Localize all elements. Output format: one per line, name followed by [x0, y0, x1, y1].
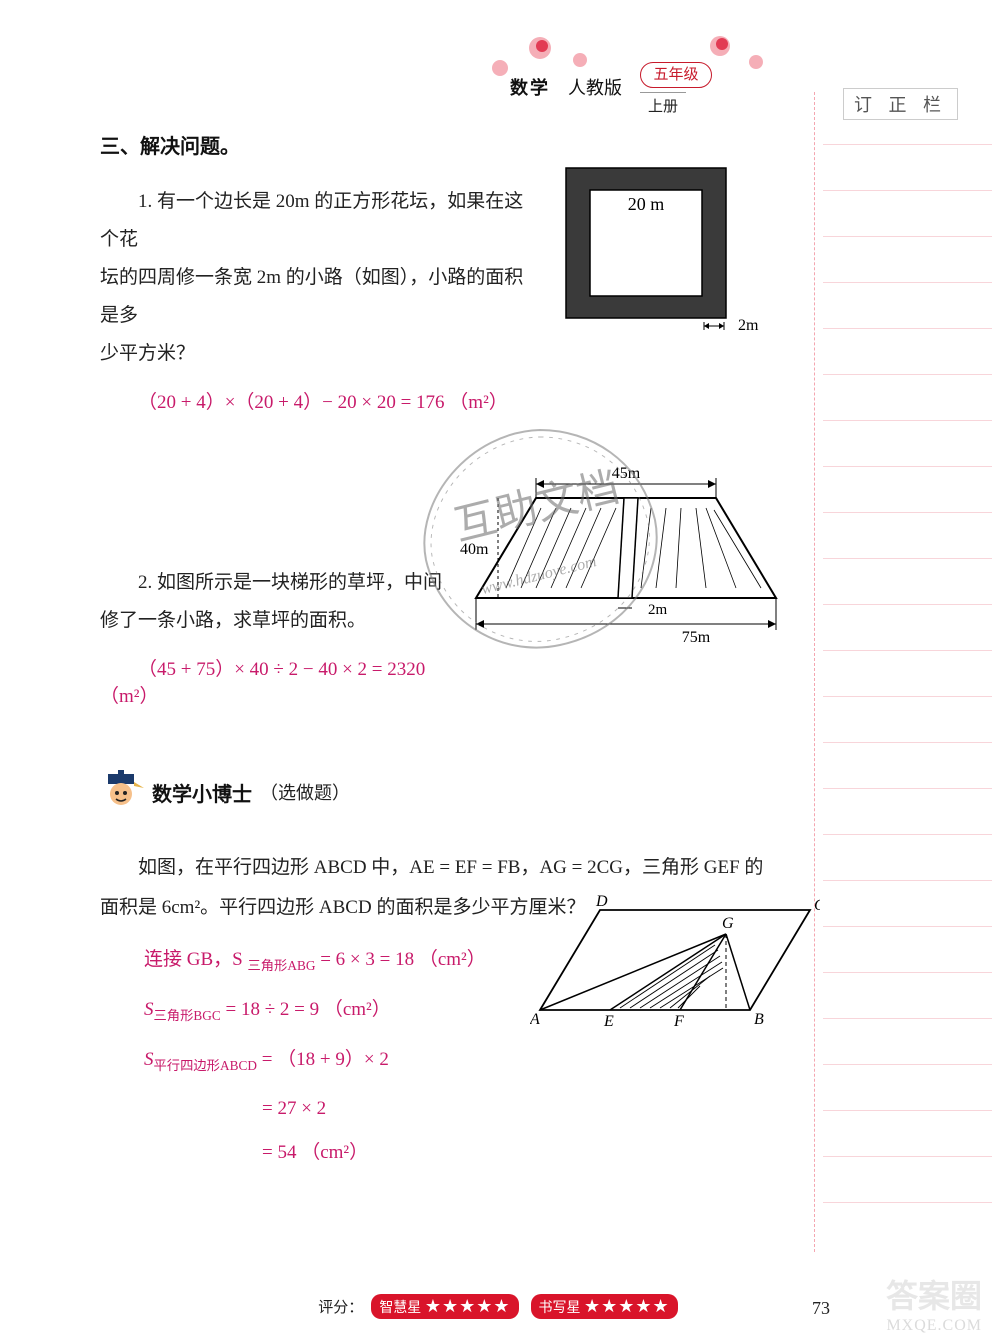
- rating-label: 评分：: [318, 1300, 363, 1316]
- correction-column: 订 正 栏: [814, 92, 964, 1252]
- q1-line2: 坛的四周修一条宽 2m 的小路（如图），小路的面积是多: [100, 259, 540, 335]
- svg-text:www.hdzuoye.com: www.hdzuoye.com: [480, 553, 599, 598]
- svg-text:F: F: [673, 1013, 684, 1030]
- ans-l4: = 27 × 2: [144, 1087, 800, 1131]
- problem-1: 1. 有一个边长是 20m 的正方形花坛，如果在这个花 坛的四周修一条宽 2m …: [100, 183, 540, 414]
- svg-text:75m: 75m: [682, 629, 711, 646]
- svg-text:C: C: [814, 897, 820, 914]
- grade-badge: 五年级: [640, 62, 712, 88]
- brand-watermark: 答案圈 MXQE.COM: [886, 1271, 982, 1335]
- footer: 评分： 智慧星 ★★★★★ 书写星 ★★★★★: [0, 1294, 1000, 1319]
- problem-2: 2. 如图所示是一块梯形的草坪，中间 修了一条小路，求草坪的面积。 （45 + …: [100, 564, 460, 708]
- q2-answer: （45 + 75）× 40 ÷ 2 − 40 × 2 = 2320（m²）: [100, 654, 460, 708]
- bonus-title: 数学小博士: [152, 778, 252, 807]
- watermark-stamp: 互助文档 www.hdzuoye.com: [410, 420, 670, 660]
- bonus-l1: 如图，在平行四边形 ABCD 中，AE = EF = FB，AG = 2CG，三…: [100, 848, 800, 888]
- figure-parallelogram: D C A B E F G: [530, 890, 820, 1040]
- edition-label: 人教版: [568, 74, 622, 100]
- q1-line3: 少平方米？: [100, 335, 540, 373]
- q2-line1: 2. 如图所示是一块梯形的草坪，中间: [100, 564, 460, 602]
- ans-l5: = 54 （cm²）: [144, 1131, 800, 1175]
- ans-l3: S平行四边形ABCD = （18 + 9）× 2: [144, 1038, 800, 1088]
- page-root: 数学 人教版 五年级 上册 订 正 栏 三、解决问题。 1. 有一个边长是 20…: [0, 0, 1000, 1343]
- bonus-subtitle: （选做题）: [260, 779, 350, 805]
- volume-label: 上册: [640, 92, 686, 116]
- svg-text:20 m: 20 m: [628, 194, 665, 214]
- section-title: 三、解决问题。: [100, 130, 780, 159]
- page-number: 73: [812, 1298, 830, 1319]
- svg-text:E: E: [603, 1013, 614, 1030]
- doctor-icon: [100, 770, 144, 814]
- svg-text:G: G: [722, 915, 734, 932]
- q1-answer: （20 + 4）×（20 + 4）− 20 × 20 = 176 （m²）: [100, 387, 540, 414]
- svg-text:2m: 2m: [738, 317, 759, 334]
- correction-label: 订 正 栏: [843, 88, 958, 120]
- svg-text:A: A: [530, 1011, 540, 1028]
- bonus-heading: 数学小博士 （选做题）: [100, 770, 800, 814]
- writing-pill: 书写星 ★★★★★: [531, 1294, 678, 1319]
- q1-line1: 1. 有一个边长是 20m 的正方形花坛，如果在这个花: [100, 183, 540, 259]
- svg-text:B: B: [754, 1011, 764, 1028]
- wisdom-pill: 智慧星 ★★★★★: [371, 1294, 518, 1319]
- svg-text:D: D: [595, 893, 608, 910]
- svg-text:互助文档: 互助文档: [450, 464, 624, 550]
- brand-bottom: MXQE.COM: [886, 1317, 982, 1335]
- q2-line2: 修了一条小路，求草坪的面积。: [100, 602, 460, 640]
- subject-label: 数学: [510, 74, 550, 100]
- figure-flowerbed: 20 m 2m: [556, 158, 766, 338]
- page-header: 数学 人教版 五年级 上册: [490, 44, 770, 108]
- brand-top: 答案圈: [886, 1271, 982, 1317]
